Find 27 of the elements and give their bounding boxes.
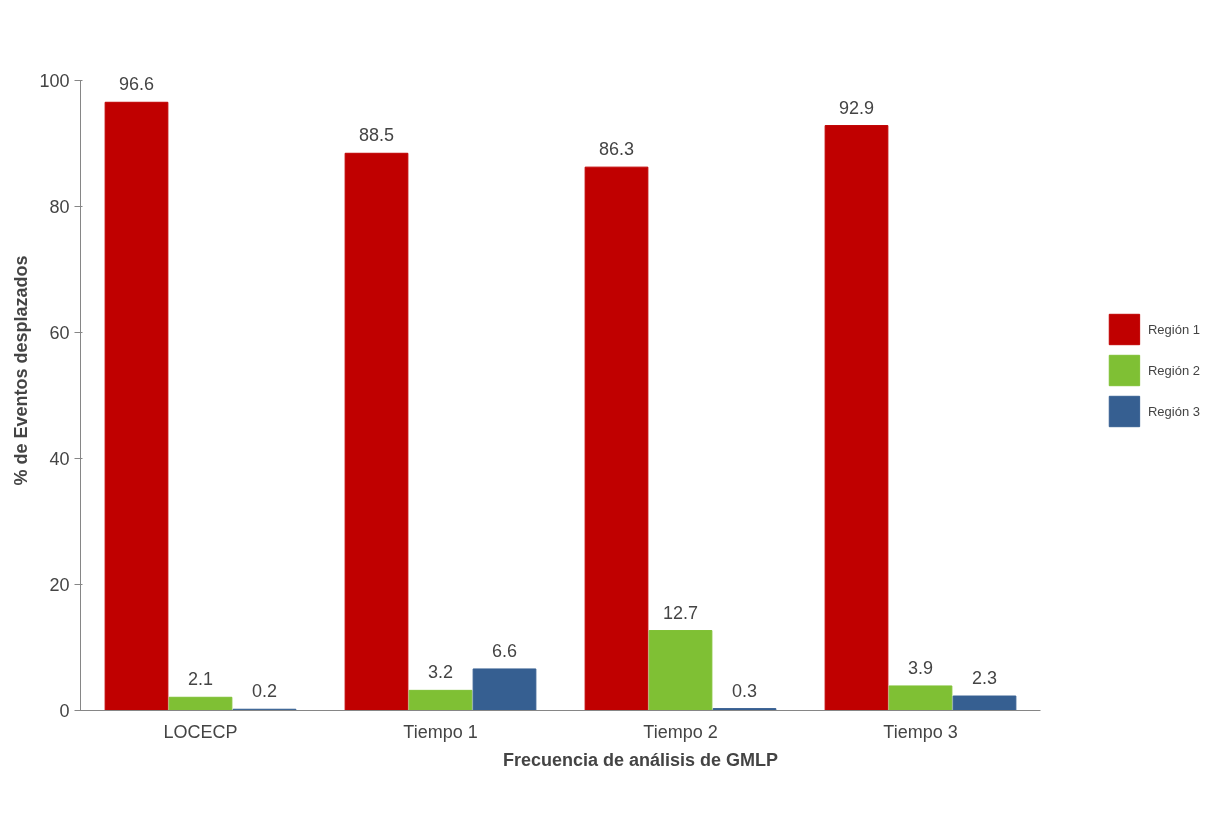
data-label: 96.6 bbox=[118, 74, 155, 95]
legend-label: Región 3 bbox=[1147, 403, 1200, 419]
y-tick-label: 0 bbox=[59, 701, 70, 721]
x-axis-title: Frecuencia de análisis de GMLP bbox=[502, 749, 779, 770]
data-label: 0.3 bbox=[731, 680, 758, 701]
x-tick-label: LOCECP bbox=[163, 721, 238, 742]
data-label: 86.3 bbox=[598, 139, 635, 160]
data-label: 2.3 bbox=[971, 668, 998, 689]
data-label: 3.9 bbox=[907, 657, 934, 678]
data-label: 2.1 bbox=[187, 669, 214, 690]
legend-label: Región 2 bbox=[1147, 362, 1200, 378]
y-tick-label: 20 bbox=[49, 575, 70, 596]
data-label: 12.7 bbox=[662, 602, 699, 623]
data-label: 88.5 bbox=[358, 125, 395, 146]
data-label: 3.2 bbox=[427, 662, 454, 683]
data-label: 6.6 bbox=[491, 640, 518, 661]
y-tick-label: 100 bbox=[39, 71, 70, 92]
y-tick-label: 40 bbox=[49, 449, 70, 470]
y-axis-title: % de Eventos desplazados bbox=[11, 255, 32, 486]
x-tick-label: Tiempo 3 bbox=[883, 721, 958, 742]
x-tick-label: Tiempo 1 bbox=[403, 721, 478, 742]
legend-label: Región 1 bbox=[1147, 321, 1200, 337]
y-tick-label: 80 bbox=[49, 197, 70, 218]
data-label: 92.9 bbox=[838, 97, 875, 118]
y-tick-label: 60 bbox=[49, 323, 70, 344]
data-label: 0.2 bbox=[251, 681, 278, 702]
x-tick-label: Tiempo 2 bbox=[643, 721, 718, 742]
